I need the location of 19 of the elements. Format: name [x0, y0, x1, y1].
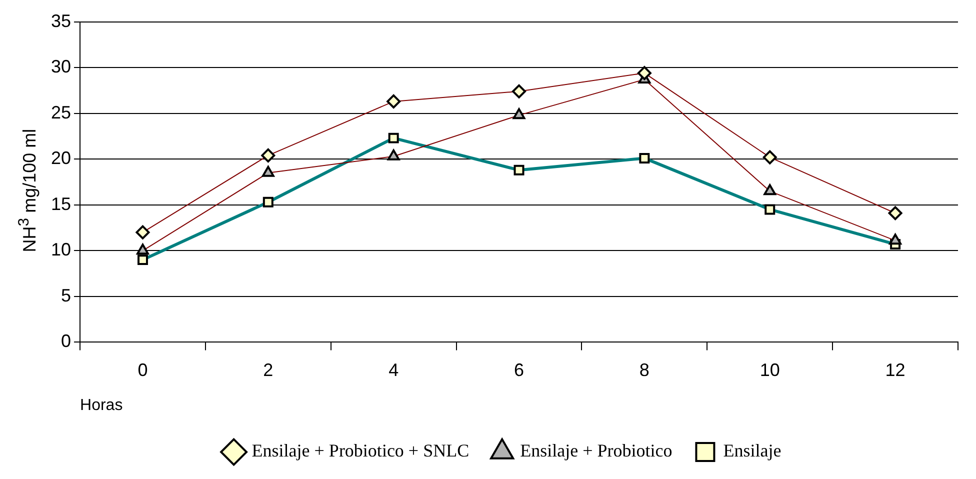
- y-tick-label: 0: [61, 331, 72, 352]
- y-tick-label: 10: [50, 240, 72, 260]
- y-tick-label: 25: [50, 102, 72, 122]
- y-tick-label: 30: [50, 56, 72, 77]
- x-axis-title: Horas: [80, 396, 123, 414]
- x-tick-label: 2: [263, 360, 274, 380]
- x-tick-label: 0: [138, 360, 148, 380]
- legend-label: Ensilaje + Probiotico: [520, 440, 672, 461]
- y-tick-label: 5: [61, 285, 72, 306]
- x-tick-label: 6: [514, 360, 524, 380]
- x-tick-label: 10: [760, 360, 780, 380]
- x-tick-label: 8: [639, 360, 650, 380]
- x-tick-label: 4: [388, 360, 399, 380]
- y-tick-label: 35: [50, 10, 72, 31]
- y-tick-label: 15: [50, 194, 72, 214]
- legend-label: Ensilaje: [723, 440, 782, 461]
- y-tick-label: 20: [50, 148, 72, 168]
- x-tick-label: 12: [885, 360, 906, 380]
- legend-label: Ensilaje + Probiotico + SNLC: [252, 440, 470, 461]
